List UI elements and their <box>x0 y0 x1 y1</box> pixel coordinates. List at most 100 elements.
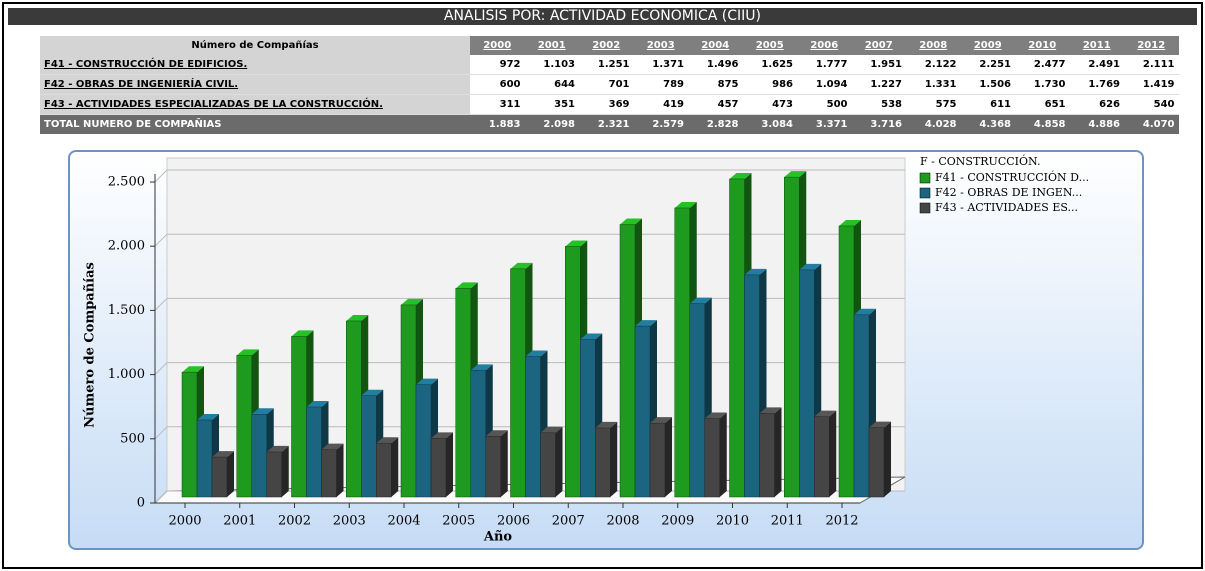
bar-top <box>869 421 891 428</box>
cell: 2003 <box>633 36 688 55</box>
bar-top <box>580 333 603 340</box>
x-tick-label: 2009 <box>661 514 694 529</box>
table-row: Número de Compañías 2000 2001 2002 2003 2004 2… <box>40 36 1179 55</box>
bar <box>291 336 307 498</box>
cell: 2008 <box>906 36 961 55</box>
row-label[interactable]: F41 - CONSTRUCCIÓN DE EDIFICIOS. <box>40 55 470 75</box>
cell: 1.506 <box>960 74 1015 95</box>
bar-side <box>500 430 508 497</box>
legend-title: F - CONSTRUCCIÓN. <box>920 154 1040 168</box>
y-tick-label: 1.500 <box>108 303 145 318</box>
bar-top <box>431 432 453 439</box>
cell: 701 <box>579 74 634 95</box>
bar <box>525 356 541 498</box>
bar <box>674 207 690 498</box>
bar-side <box>555 426 563 497</box>
bar-top <box>814 410 837 417</box>
bar <box>485 436 501 498</box>
cell: 611 <box>960 94 1015 115</box>
bar <box>430 438 447 498</box>
grid-line <box>154 362 168 375</box>
y-tick-label: 500 <box>120 431 145 446</box>
cell: 3.716 <box>851 114 906 134</box>
bar-side <box>391 437 399 497</box>
bar-top <box>689 297 712 304</box>
cell: 2009 <box>960 36 1015 55</box>
row-label[interactable]: F42 - OBRAS DE INGENIERÍA CIVIL. <box>40 74 470 95</box>
cell: 600 <box>470 74 525 95</box>
bar <box>838 225 855 498</box>
bar <box>306 406 322 498</box>
title-bar: ANALISIS POR: ACTIVIDAD ECONOMICA (CIIU) <box>8 8 1197 25</box>
bar-top <box>321 443 344 450</box>
cell: 2.491 <box>1069 55 1124 75</box>
x-tick-label: 2012 <box>825 514 858 529</box>
cell: 644 <box>524 74 579 95</box>
bar-top <box>266 445 289 452</box>
cell: 1.103 <box>524 55 579 75</box>
bar-top <box>416 378 438 385</box>
table-row: F41 - CONSTRUCCIÓN DE EDIFICIOS. 972 1.103… <box>40 55 1179 75</box>
bar-top <box>540 426 563 433</box>
cell: 4.886 <box>1069 114 1124 134</box>
x-tick-label: 2005 <box>442 514 475 529</box>
table-row: F43 - ACTIVIDADES ESPECIALIZADAS DE LA C… <box>40 94 1179 115</box>
cell: 351 <box>524 94 579 115</box>
bar <box>251 414 267 498</box>
x-tick-label: 2010 <box>716 514 749 529</box>
bar-top <box>401 298 423 305</box>
bar-top <box>635 320 657 327</box>
y-tick-label: 1.000 <box>108 367 145 382</box>
legend-label: F42 - OBRAS DE INGEN... <box>935 186 1082 199</box>
row-label[interactable]: F43 - ACTIVIDADES ESPECIALIZADAS DE LA C… <box>40 94 470 115</box>
row-label: TOTAL NUMERO DE COMPAÑIAS <box>40 114 470 134</box>
x-tick-label: 2003 <box>333 514 366 529</box>
cell: 473 <box>742 94 797 115</box>
legend-swatch <box>919 202 931 214</box>
cell: 369 <box>579 94 634 115</box>
cell: 1.251 <box>579 55 634 75</box>
cell: 2.122 <box>906 55 961 75</box>
cell: 2001 <box>524 36 579 55</box>
bar-side <box>665 417 672 497</box>
x-axis-label: Año <box>483 530 513 545</box>
bar-top <box>595 421 618 428</box>
cell: 1.331 <box>906 74 961 95</box>
cell: 2.579 <box>633 114 688 134</box>
bar <box>236 355 252 498</box>
cell: 651 <box>1015 94 1070 115</box>
cell: 2005 <box>742 36 797 55</box>
cell: 972 <box>470 55 525 75</box>
bar-top <box>376 437 399 444</box>
bar <box>595 427 611 498</box>
cell: 575 <box>906 94 961 115</box>
bar <box>455 288 471 498</box>
table-row: TOTAL NUMERO DE COMPAÑIAS 1.883 2.098 2.321… <box>40 114 1179 134</box>
cell: 986 <box>742 74 797 95</box>
bar-top <box>236 349 259 356</box>
bar <box>196 419 213 498</box>
cell: 2002 <box>579 36 634 55</box>
bar <box>704 418 720 498</box>
bar-top <box>212 451 234 458</box>
data-table: Número de Compañías 2000 2001 2002 2003 2004 2… <box>40 36 1179 134</box>
cell: 4.028 <box>906 114 961 134</box>
bar-top <box>251 408 274 415</box>
bar-side <box>336 443 344 497</box>
y-axis-label: Número de Compañías <box>83 262 98 428</box>
bar-side <box>446 432 453 497</box>
cell: 2.111 <box>1124 55 1179 75</box>
cell: 1.227 <box>851 74 906 95</box>
bar <box>729 178 745 498</box>
y-tick-label: 0 <box>137 496 145 511</box>
bar <box>211 456 228 498</box>
bar <box>565 246 581 498</box>
x-tick-label: 2004 <box>387 514 420 529</box>
bar-top <box>291 330 314 337</box>
bar-top <box>854 308 876 315</box>
bar-side <box>610 421 618 497</box>
bar-top <box>182 366 204 373</box>
grid-line <box>154 233 168 247</box>
grid-line <box>154 426 168 440</box>
